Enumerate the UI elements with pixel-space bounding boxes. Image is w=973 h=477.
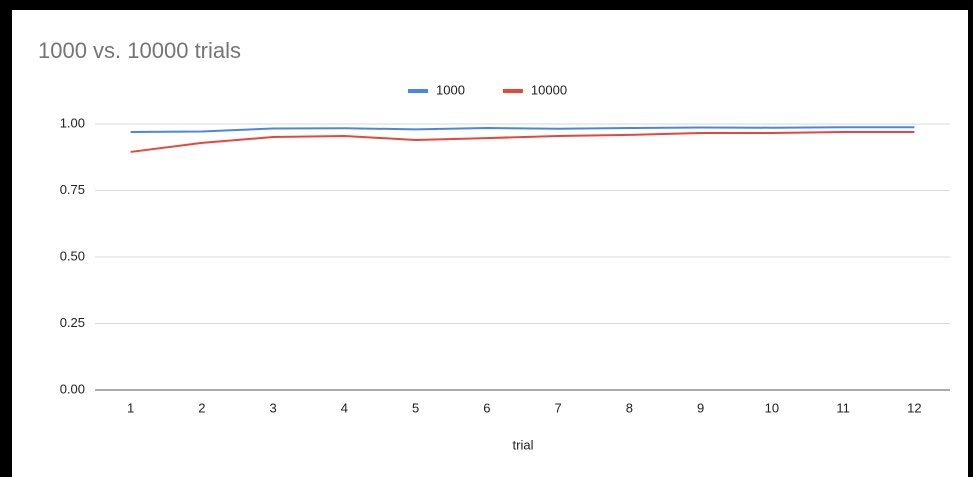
x-tick-label: 1 bbox=[127, 400, 134, 415]
x-tick-label: 4 bbox=[341, 400, 348, 415]
line-series bbox=[130, 126, 915, 133]
x-tick-label: 8 bbox=[626, 400, 633, 415]
x-axis-label: trial bbox=[513, 437, 534, 452]
x-tick-label: 7 bbox=[555, 400, 562, 415]
x-tick-label: 5 bbox=[412, 400, 419, 415]
x-tick-label: 12 bbox=[907, 400, 921, 415]
x-tick-label: 9 bbox=[697, 400, 704, 415]
legend-label: 1000 bbox=[436, 82, 465, 97]
y-tick-label: 1.00 bbox=[60, 115, 85, 130]
line-series bbox=[130, 130, 915, 153]
chart-title: 1000 vs. 10000 trials bbox=[38, 38, 241, 63]
x-tick-label: 11 bbox=[836, 400, 850, 415]
chart-background bbox=[12, 10, 968, 477]
legend-label: 10000 bbox=[531, 82, 567, 97]
y-tick-label: 0.00 bbox=[60, 381, 85, 396]
y-tick-label: 0.50 bbox=[60, 248, 85, 263]
y-tick-label: 0.25 bbox=[60, 315, 85, 330]
x-tick-label: 2 bbox=[198, 400, 205, 415]
x-tick-label: 10 bbox=[765, 400, 779, 415]
x-tick-label: 3 bbox=[270, 400, 277, 415]
x-tick-label: 6 bbox=[483, 400, 490, 415]
y-tick-label: 0.75 bbox=[60, 182, 85, 197]
